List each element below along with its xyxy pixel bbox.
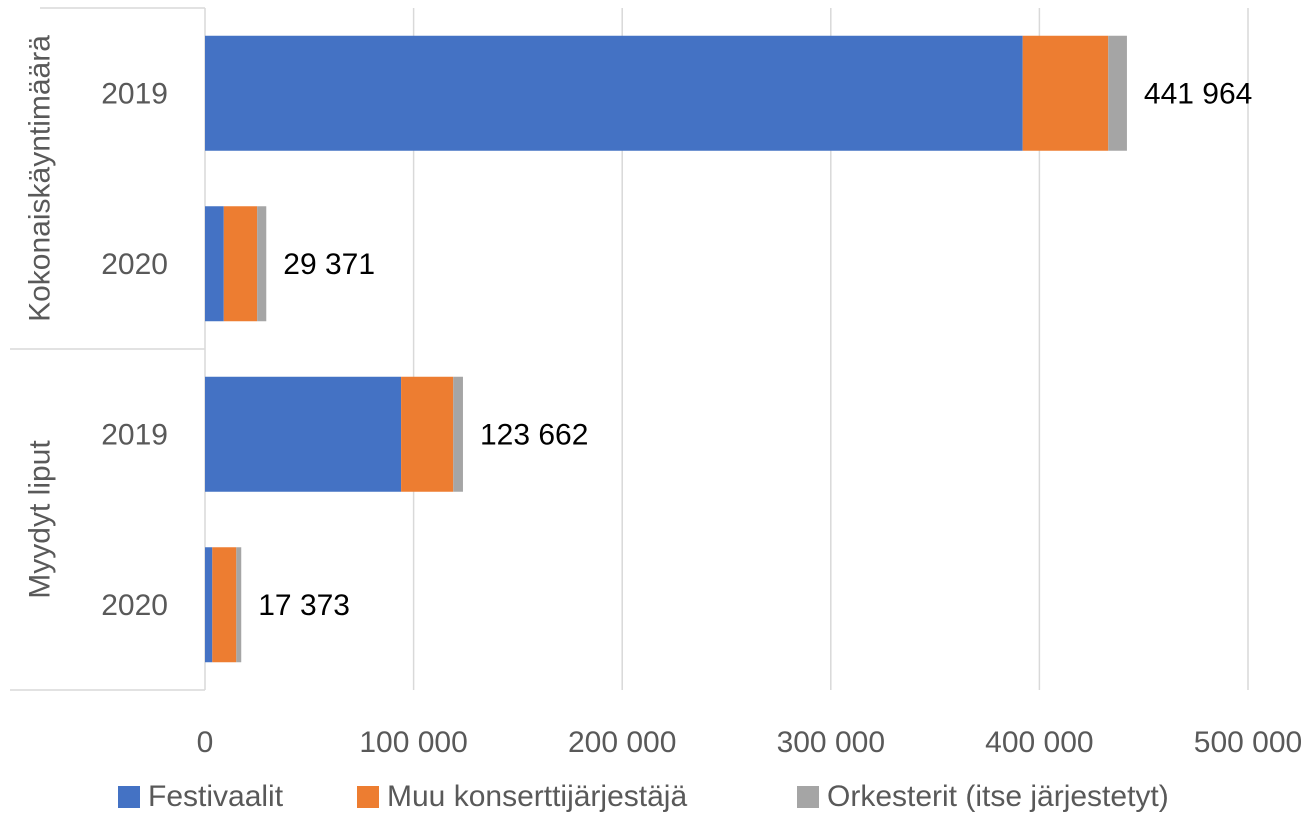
category-label: 2020	[101, 248, 168, 281]
legend-label: Festivaalit	[148, 780, 284, 813]
total-label: 29 371	[283, 248, 375, 281]
bars	[205, 35, 1127, 663]
bar-segment	[1022, 35, 1109, 151]
x-tick-label: 300 000	[777, 726, 885, 759]
category-label: 2020	[101, 589, 168, 622]
bar-segment	[205, 376, 402, 492]
x-tick-label: 0	[197, 726, 214, 759]
bar-segment	[236, 547, 242, 663]
category-axis: Kokonaiskäyntimäärä Myydyt liput	[10, 7, 206, 691]
x-tick-label: 200 000	[568, 726, 676, 759]
bar-segment	[453, 376, 463, 492]
group-label: Kokonaiskäyntimäärä	[24, 35, 57, 322]
legend-swatch	[797, 786, 819, 808]
bar-segment	[401, 376, 454, 492]
x-tick-label: 100 000	[359, 726, 467, 759]
bar-segment	[223, 206, 258, 322]
bar-segment	[205, 547, 213, 663]
bar-segment	[205, 35, 1023, 151]
bar-segment	[1108, 35, 1127, 151]
total-label: 123 662	[480, 418, 588, 451]
x-tick-label: 400 000	[985, 726, 1093, 759]
bar-segment	[205, 206, 224, 322]
category-label: 2019	[101, 77, 168, 110]
total-label: 441 964	[1144, 77, 1252, 110]
group-label: Myydyt liput	[24, 440, 57, 599]
legend: Festivaalit Muu konserttijärjestäjä Orkest…	[118, 780, 1169, 813]
total-label: 17 373	[258, 589, 350, 622]
labels: 2019 441 964 2020 29 371 2019 123 662 2020 17 3…	[101, 77, 1252, 622]
bar-segment	[212, 547, 237, 663]
legend-label: Muu konserttijärjestäjä	[387, 780, 687, 813]
legend-label: Orkesterit (itse järjestetyt)	[827, 780, 1169, 813]
bar-segment	[257, 206, 267, 322]
legend-swatch	[357, 786, 379, 808]
category-label: 2019	[101, 418, 168, 451]
x-tick-label: 500 000	[1194, 726, 1302, 759]
legend-swatch	[118, 786, 140, 808]
